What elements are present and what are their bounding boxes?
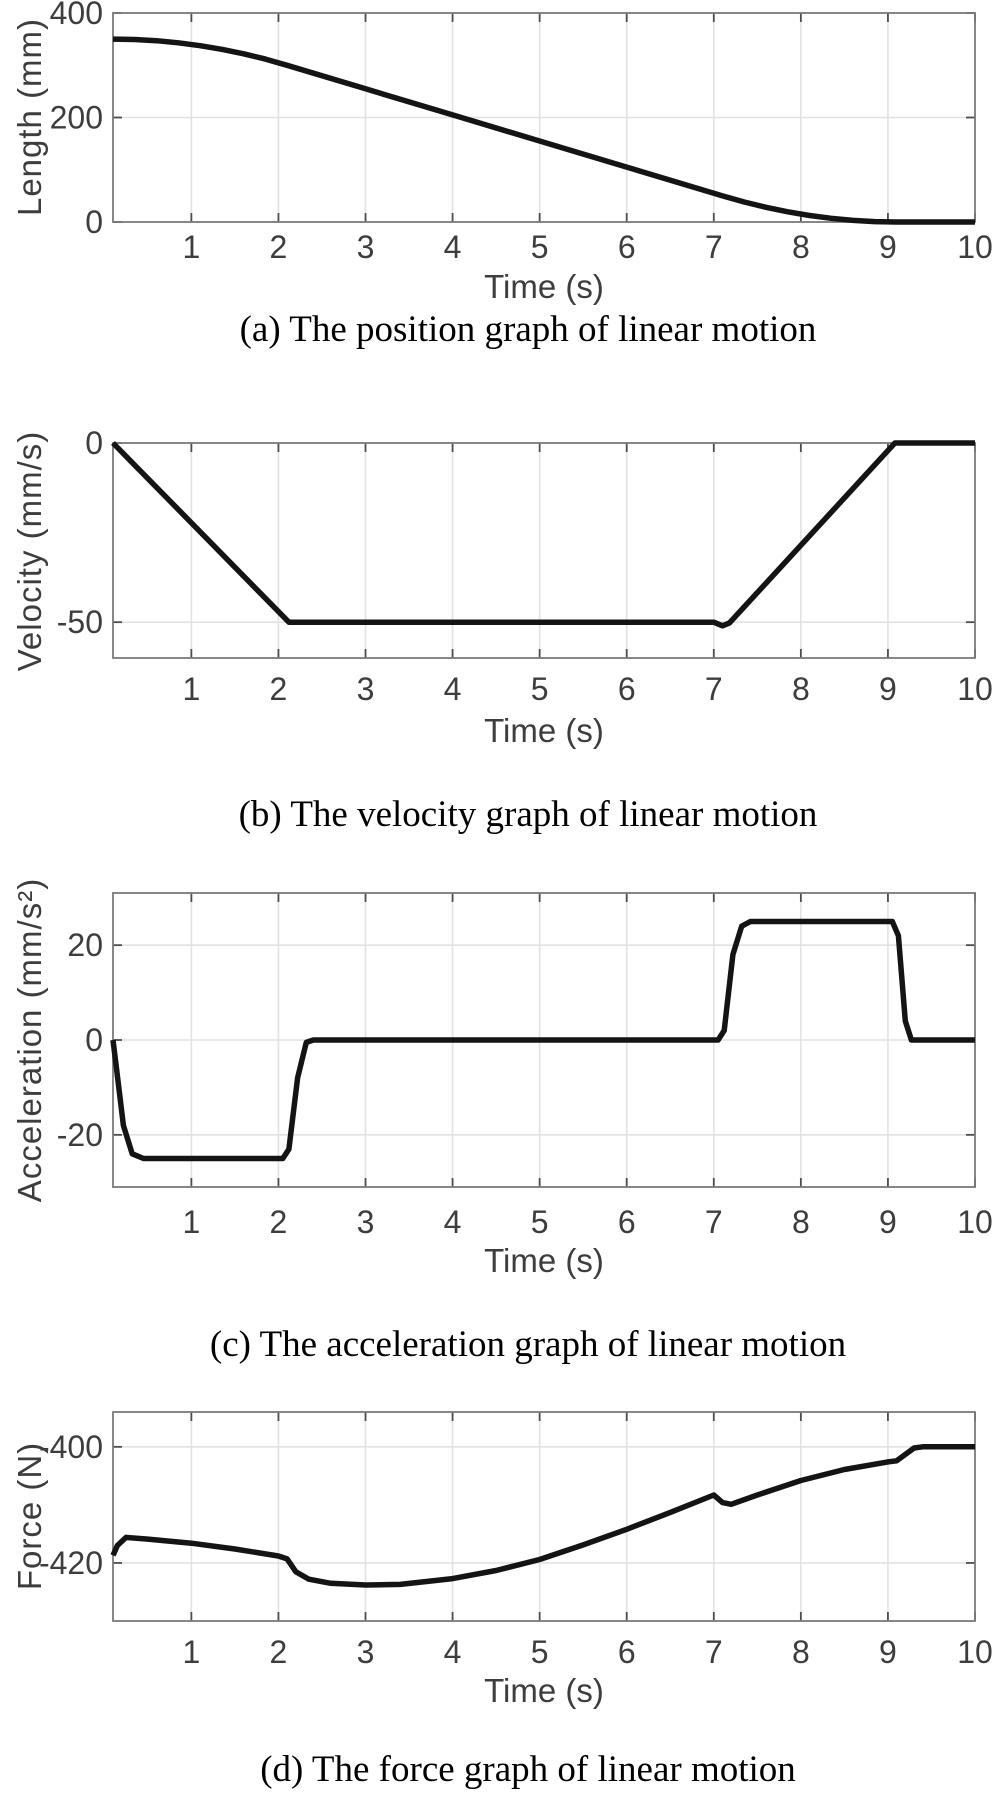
x-tick-label: 6	[618, 1204, 636, 1240]
velocity-x-axis-label: Time (s)	[484, 712, 604, 749]
x-tick-label: 2	[270, 671, 288, 707]
force-plot-area	[113, 1412, 975, 1621]
position-series-line	[112, 36, 975, 225]
force-caption: (d) The force graph of linear motion	[260, 1749, 796, 1790]
y-tick-label: 0	[85, 425, 103, 461]
x-tick-label: 7	[705, 229, 723, 265]
x-tick-label: 7	[705, 1204, 723, 1240]
position-axes-box	[112, 12, 976, 223]
acceleration-x-axis-label: Time (s)	[484, 1242, 604, 1279]
x-tick-label: 5	[531, 671, 549, 707]
x-tick-label: 7	[705, 671, 723, 707]
y-tick-label: -420	[39, 1545, 103, 1581]
x-tick-label: 10	[957, 1634, 993, 1670]
velocity-y-axis-label: Velocity (mm/s)	[11, 430, 48, 672]
x-tick-label: 10	[957, 671, 993, 707]
x-tick-label: 2	[270, 1204, 288, 1240]
velocity-axes-box	[112, 442, 976, 659]
x-tick-label: 1	[182, 229, 200, 265]
x-tick-label: 4	[444, 671, 462, 707]
y-tick-label: 400	[50, 0, 103, 31]
force-y-axis-label: Force (N)	[11, 1441, 48, 1591]
x-tick-label: 6	[618, 1634, 636, 1670]
x-tick-label: 3	[357, 229, 375, 265]
y-tick-label: 0	[85, 204, 103, 240]
x-tick-label: 4	[444, 1634, 462, 1670]
x-tick-label: 7	[705, 1634, 723, 1670]
x-tick-label: 5	[531, 229, 549, 265]
y-tick-label: 200	[50, 100, 103, 136]
x-tick-label: 10	[957, 229, 993, 265]
y-tick-label: 0	[85, 1022, 103, 1058]
y-tick-label: -20	[57, 1117, 103, 1153]
x-tick-label: 3	[357, 671, 375, 707]
x-tick-label: 3	[357, 1204, 375, 1240]
y-tick-label: -400	[39, 1429, 103, 1465]
x-tick-label: 8	[792, 1634, 810, 1670]
force-series-line	[110, 1444, 975, 1588]
velocity-series-line	[111, 440, 975, 629]
x-tick-label: 5	[531, 1204, 549, 1240]
x-tick-label: 4	[444, 1204, 462, 1240]
x-tick-label: 9	[879, 1634, 897, 1670]
force-x-axis-label: Time (s)	[484, 1672, 604, 1709]
x-tick-label: 1	[182, 671, 200, 707]
x-tick-label: 10	[957, 1204, 993, 1240]
position-y-axis-label: Length (mm)	[11, 17, 48, 217]
velocity-caption: (b) The velocity graph of linear motion	[238, 794, 818, 835]
x-tick-label: 9	[879, 671, 897, 707]
x-tick-label: 8	[792, 229, 810, 265]
x-tick-label: 5	[531, 1634, 549, 1670]
x-tick-label: 6	[618, 229, 636, 265]
x-tick-label: 9	[879, 1204, 897, 1240]
acceleration-series-line	[110, 918, 975, 1162]
position-x-axis-label: Time (s)	[484, 268, 604, 305]
x-tick-label: 2	[270, 229, 288, 265]
x-tick-label: 1	[182, 1634, 200, 1670]
y-tick-label: -50	[57, 604, 103, 640]
x-tick-label: 1	[182, 1204, 200, 1240]
x-tick-label: 8	[792, 1204, 810, 1240]
x-tick-label: 3	[357, 1634, 375, 1670]
x-tick-label: 2	[270, 1634, 288, 1670]
x-tick-label: 6	[618, 671, 636, 707]
position-caption: (a) The position graph of linear motion	[239, 309, 817, 350]
acceleration-caption: (c) The acceleration graph of linear mot…	[209, 1324, 847, 1365]
force-axes-box	[112, 1411, 976, 1622]
y-tick-label: 20	[67, 927, 103, 963]
x-tick-label: 9	[879, 229, 897, 265]
acceleration-y-axis-label: Acceleration (mm/s²)	[11, 877, 48, 1203]
x-tick-label: 4	[444, 229, 462, 265]
x-tick-label: 8	[792, 671, 810, 707]
velocity-plot-area	[113, 443, 975, 658]
